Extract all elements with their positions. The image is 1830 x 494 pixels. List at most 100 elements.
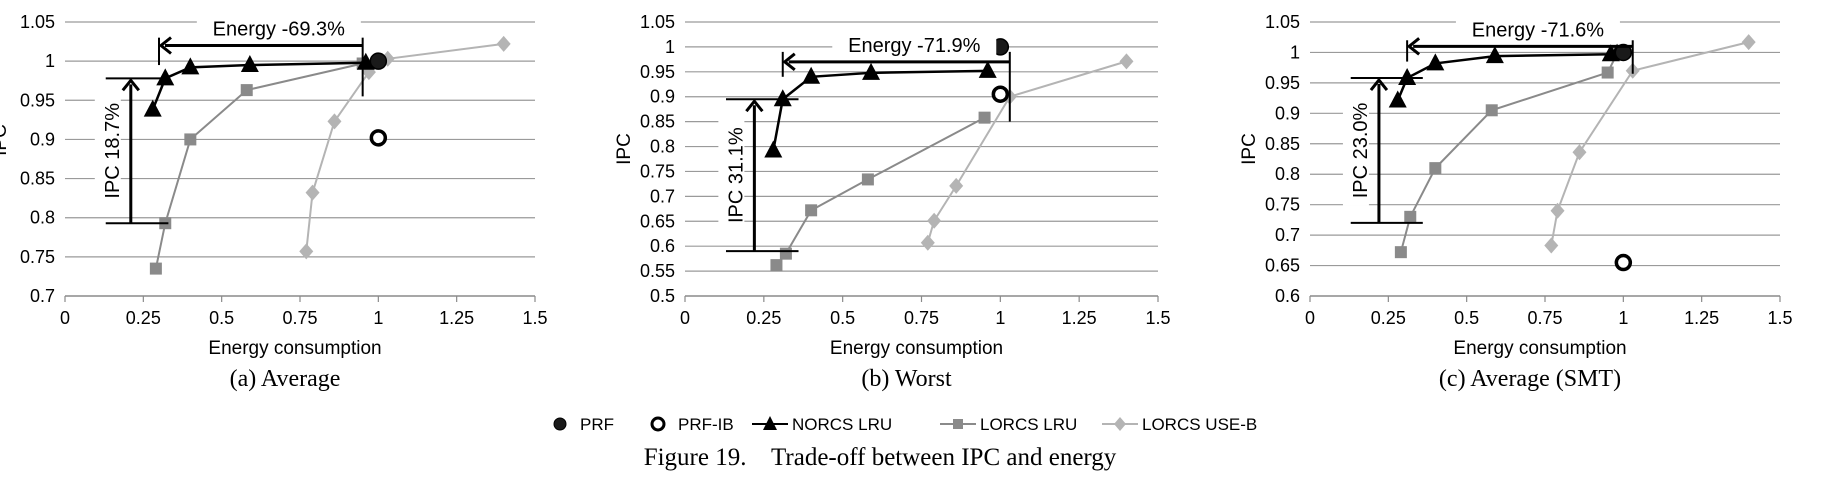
y-tick-label: 0.5 xyxy=(650,286,675,306)
y-tick-label: 0.75 xyxy=(640,161,675,181)
energy-label-bg xyxy=(196,15,361,42)
data-point xyxy=(978,60,997,78)
series-prf xyxy=(369,52,388,70)
ipc-label-bg xyxy=(94,95,121,206)
y-tick-label: 0.95 xyxy=(640,62,675,82)
figure-caption: Figure 19. Trade-off between IPC and ene… xyxy=(644,444,1117,471)
legend-label: PRF xyxy=(580,415,614,434)
y-tick-label: 1.05 xyxy=(640,12,675,32)
data-point xyxy=(1426,53,1445,71)
chart-panel-1: 0.7 0.75 0.8 0.85 0.9 0.95 1 1.05 0 0.25 0.5 0.75 1 1… xyxy=(0,12,548,392)
data-point xyxy=(805,204,818,217)
ipc-arrow-head xyxy=(1369,77,1389,91)
data-point xyxy=(369,129,388,147)
annotations: Energy -69.3% IPC 18.7% xyxy=(94,15,364,225)
data-point xyxy=(1119,53,1134,70)
y-tick-label: 0.95 xyxy=(1265,73,1300,93)
data-point xyxy=(240,84,253,97)
y-tick-label: 0.7 xyxy=(30,286,55,306)
data-point xyxy=(773,89,792,107)
series-norcs-lru xyxy=(764,60,997,158)
legend-label: NORCS LRU xyxy=(792,415,892,434)
ipc-label: IPC 31.1% xyxy=(725,127,747,223)
data-point xyxy=(1614,253,1633,272)
legend: PRF PRF-IB NORCS LRU LORCS LRU LORCS USE-B xyxy=(553,415,1257,434)
data-point xyxy=(1741,34,1756,51)
x-tick-label: 0.25 xyxy=(126,308,161,328)
legend-label: LORCS LRU xyxy=(980,415,1077,434)
series-prf-ib xyxy=(1614,253,1633,272)
subcaption: (c) Average (SMT) xyxy=(1439,366,1621,392)
energy-label: Energy -71.6% xyxy=(1472,19,1605,41)
ipc-label-bg xyxy=(1342,95,1369,206)
data-point xyxy=(927,212,942,229)
energy-arrow-head xyxy=(158,36,172,55)
data-point xyxy=(356,52,375,70)
data-point xyxy=(327,113,342,130)
legend-item-norcs-lru: NORCS LRU xyxy=(752,415,892,434)
y-tick-label: 0.7 xyxy=(650,186,675,206)
chart-panels: 0.7 0.75 0.8 0.85 0.9 0.95 1 1.05 0 0.25 0.5 0.75 1 1… xyxy=(0,12,1793,392)
series-lorcs-lru xyxy=(1394,47,1624,259)
y-tick-label: 0.8 xyxy=(650,137,675,157)
legend-marker xyxy=(650,416,666,432)
data-point xyxy=(764,140,783,158)
series-prf-ib xyxy=(369,129,388,147)
data-point xyxy=(802,66,821,84)
y-axis-label: IPC xyxy=(1239,133,1260,165)
energy-label: Energy -71.9% xyxy=(848,35,981,57)
chart-panel-2: 0.5 0.55 0.6 0.65 0.7 0.75 0.8 0.85 0.9 0.95 1 1.05… xyxy=(614,12,1171,392)
data-point xyxy=(299,243,314,260)
subcaption: (a) Average xyxy=(230,366,341,392)
x-tick-label: 0.75 xyxy=(904,308,939,328)
y-tick-label: 1.05 xyxy=(20,12,55,32)
legend-item-prf: PRF xyxy=(553,415,614,434)
y-tick-label: 0.6 xyxy=(650,236,675,256)
y-tick-label: 0.7 xyxy=(1275,225,1300,245)
series-line xyxy=(305,42,504,252)
x-tick-label: 0.25 xyxy=(746,308,781,328)
x-tick-label: 0.75 xyxy=(1527,308,1562,328)
y-tick-label: 0.75 xyxy=(1265,195,1300,215)
y-tick-label: 0.75 xyxy=(20,247,55,267)
series-norcs-lru xyxy=(143,52,375,117)
data-point xyxy=(156,68,175,86)
x-tick-label: 1 xyxy=(1618,308,1628,328)
energy-label-bg xyxy=(1455,16,1620,43)
data-point xyxy=(496,35,511,52)
legend-marker xyxy=(1114,417,1126,431)
data-point xyxy=(861,173,874,186)
energy-label-bg xyxy=(832,31,997,58)
energy-arrow-head xyxy=(1406,37,1421,56)
legend-marker xyxy=(953,419,963,429)
chart-panel-3: 0.6 0.65 0.7 0.75 0.8 0.85 0.9 0.95 1 1.05 0 0.25 0.… xyxy=(1239,12,1793,392)
data-point xyxy=(1398,68,1417,86)
x-tick-label: 0.75 xyxy=(282,308,317,328)
annotations: Energy -71.6% IPC 23.0% xyxy=(1342,16,1634,224)
y-axis-label: IPC xyxy=(0,124,11,156)
legend-item-lorcs-lru: LORCS LRU xyxy=(940,415,1077,434)
legend-item-prf-ib: PRF-IB xyxy=(650,415,734,434)
data-point xyxy=(1429,162,1442,175)
x-axis-label: Energy consumption xyxy=(830,338,1003,359)
x-tick-label: 0.5 xyxy=(209,308,234,328)
x-tick-label: 0 xyxy=(1305,308,1315,328)
series-prf xyxy=(1614,43,1633,62)
energy-label: Energy -69.3% xyxy=(213,18,346,40)
x-tick-label: 1.25 xyxy=(439,308,474,328)
y-tick-label: 0.85 xyxy=(1265,134,1300,154)
data-point xyxy=(978,111,991,124)
data-point xyxy=(1388,90,1407,108)
series-lorcs-lru xyxy=(149,57,369,275)
data-point xyxy=(862,62,881,80)
y-tick-label: 0.55 xyxy=(640,261,675,281)
y-tick-label: 0.65 xyxy=(640,211,675,231)
y-tick-label: 0.85 xyxy=(640,112,675,132)
data-point xyxy=(1614,43,1633,62)
data-point xyxy=(1485,104,1498,117)
series-prf-ib xyxy=(991,85,1010,103)
x-tick-label: 1.5 xyxy=(1145,308,1170,328)
x-tick-label: 1.25 xyxy=(1684,308,1719,328)
ipc-label: IPC 23.0% xyxy=(1350,102,1372,198)
data-point xyxy=(991,85,1010,103)
